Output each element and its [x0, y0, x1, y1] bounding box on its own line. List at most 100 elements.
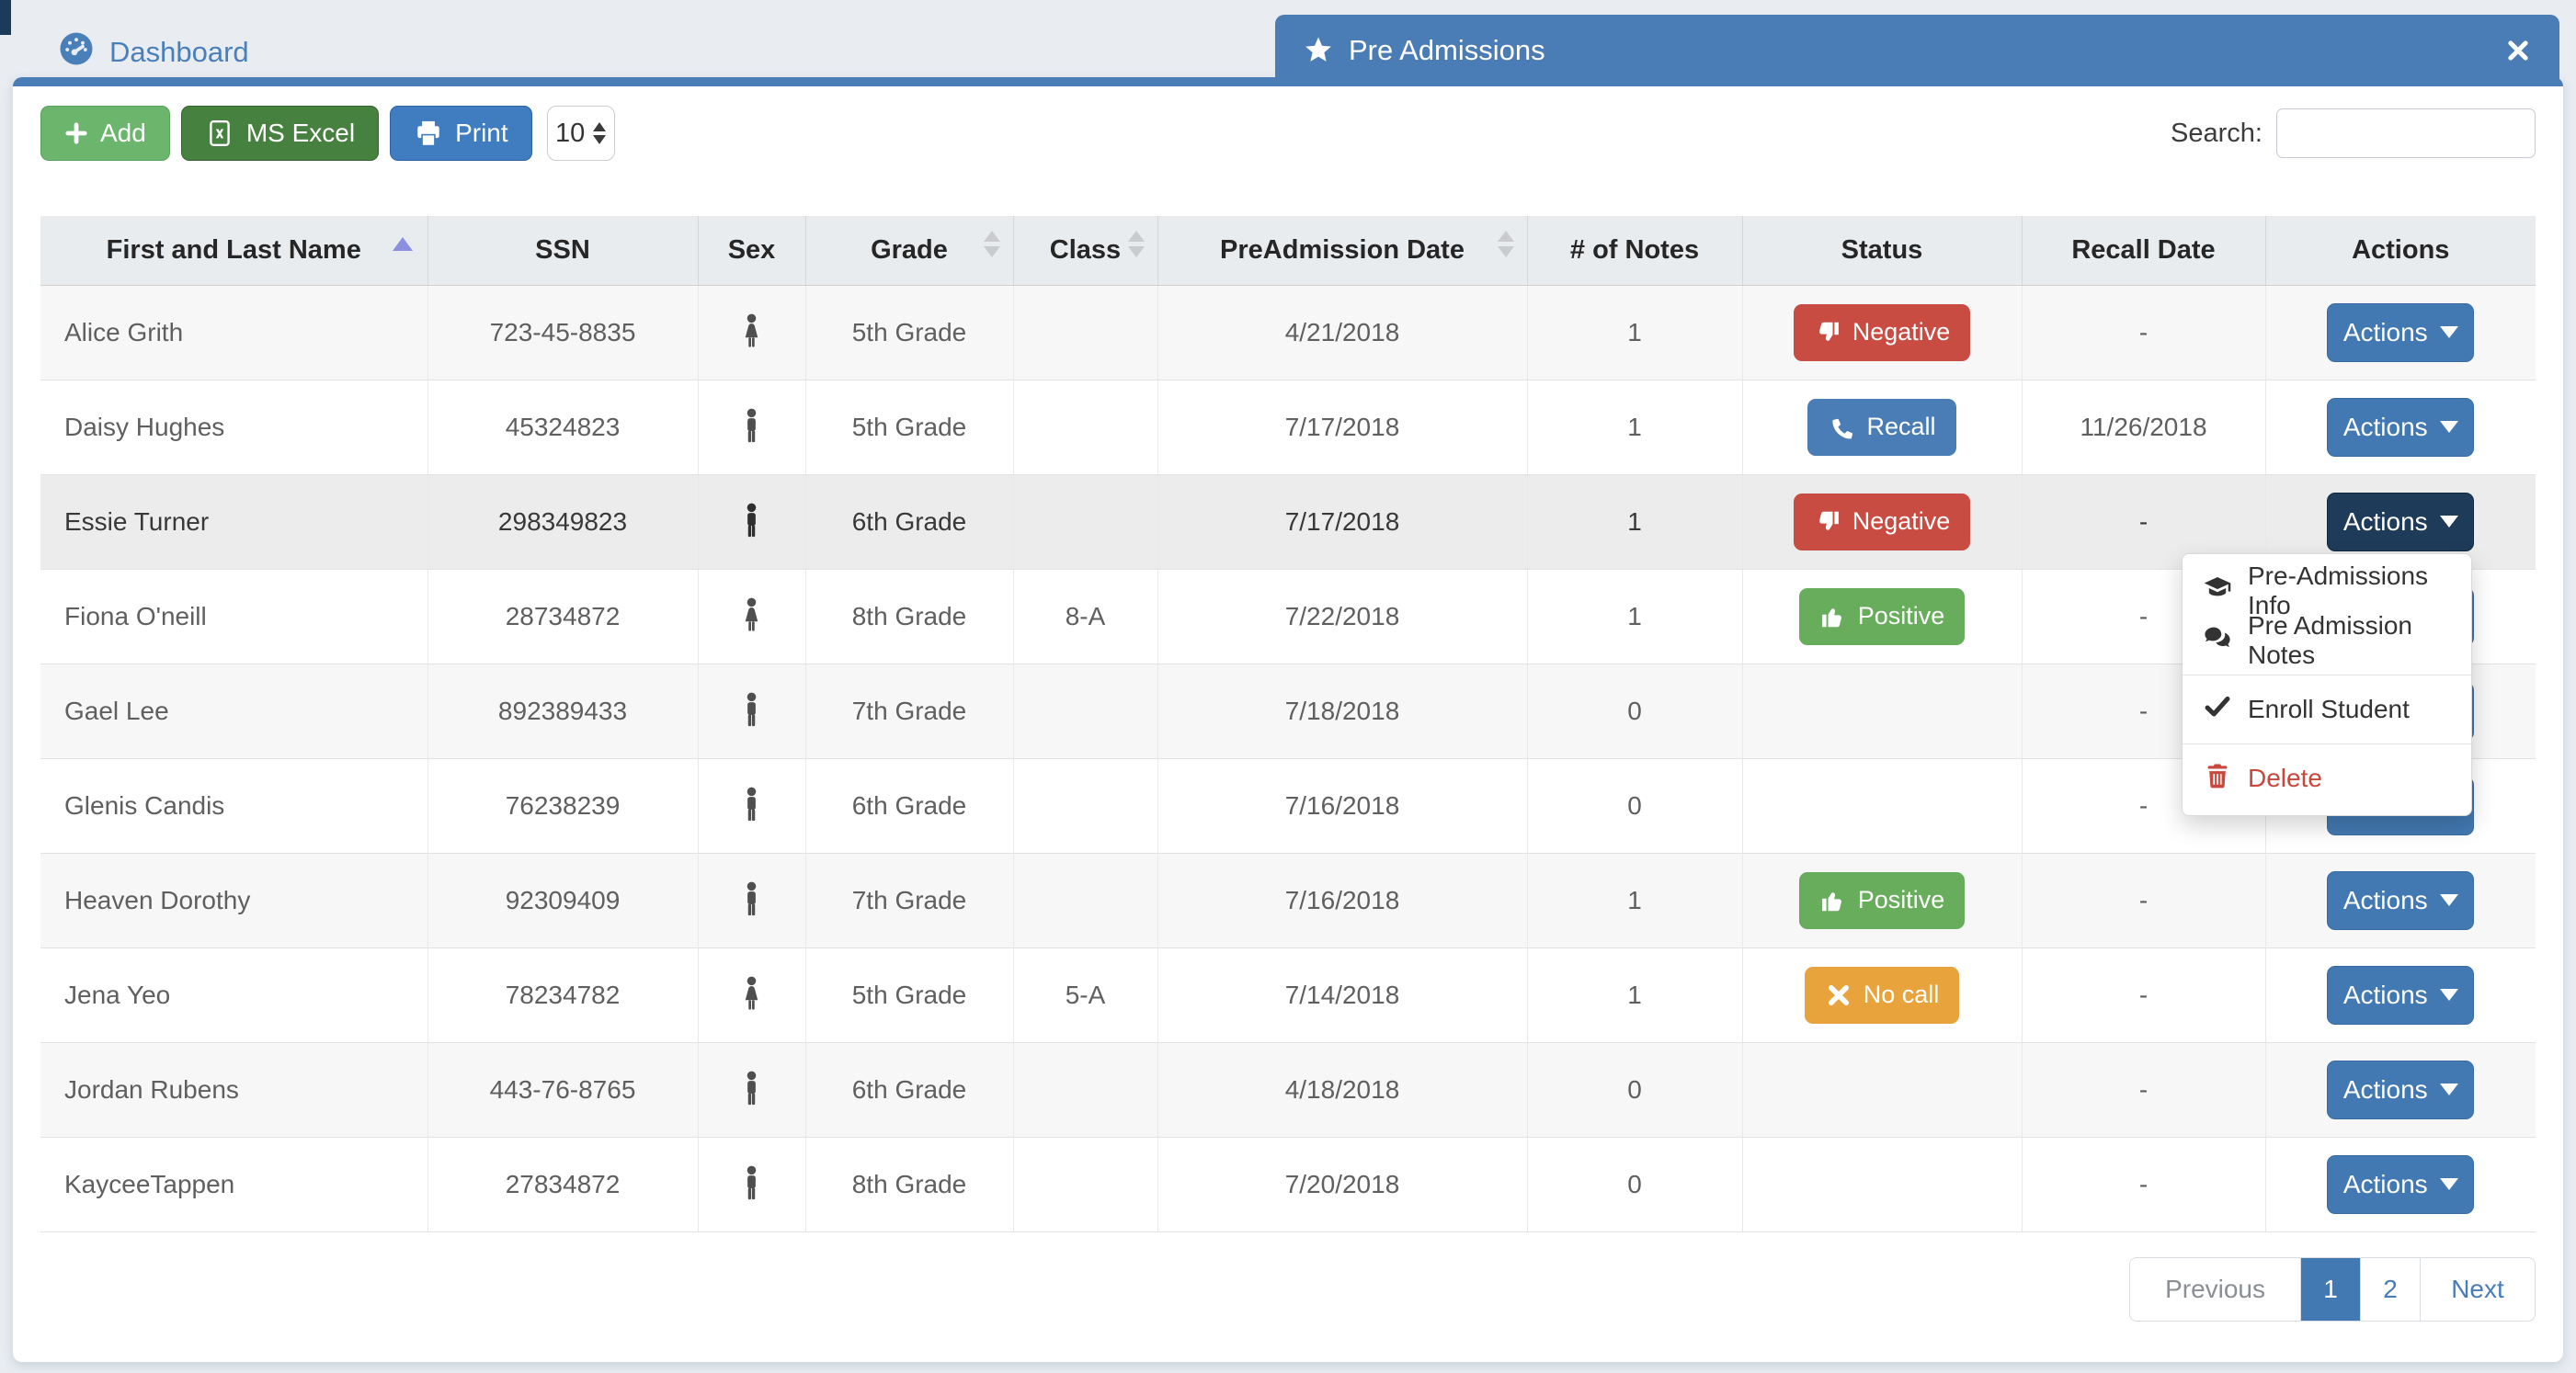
cell-sex	[697, 474, 805, 570]
cell-preadmission-date: 7/17/2018	[1157, 474, 1527, 570]
column-header-of-notes[interactable]: # of Notes	[1526, 216, 1742, 286]
cell-name: Daisy Hughes	[40, 380, 427, 475]
tab-pre-admissions[interactable]: Pre Admissions	[1275, 15, 2559, 86]
column-header-sex[interactable]: Sex	[697, 216, 805, 286]
sort-ascending-icon	[392, 237, 413, 251]
plus-icon	[64, 121, 88, 145]
pre-admissions-panel: Add MS Excel Print 10 Search:	[13, 77, 2563, 1362]
cell-recall-date: -	[2021, 285, 2265, 380]
row-actions-button[interactable]: Actions	[2327, 492, 2475, 551]
menu-item-delete[interactable]: Delete	[2183, 754, 2471, 803]
cell-grade: 8th Grade	[804, 1137, 1013, 1232]
cell-ssn: 443-76-8765	[427, 1042, 698, 1138]
dashboard-icon	[57, 29, 96, 75]
ms-excel-button[interactable]: MS Excel	[180, 106, 380, 161]
cell-notes-count: 1	[1526, 947, 1742, 1043]
sort-icon	[983, 231, 1000, 257]
row-actions-button[interactable]: Actions	[2327, 965, 2475, 1025]
cell-actions: Actions	[2264, 947, 2536, 1043]
column-header-class[interactable]: Class	[1012, 216, 1157, 286]
cell-status	[1741, 1042, 2022, 1138]
female-icon	[740, 597, 763, 631]
pagination-next[interactable]: Next	[2420, 1258, 2535, 1321]
print-button[interactable]: Print	[390, 106, 532, 161]
cell-name: Essie Turner	[40, 474, 427, 570]
row-actions-button[interactable]: Actions	[2327, 397, 2475, 457]
row-actions-button[interactable]: Actions	[2327, 1154, 2475, 1214]
cell-recall-date: 11/26/2018	[2021, 380, 2265, 475]
menu-item-pre-admissions-info[interactable]: Pre-Admissions Info	[2183, 562, 2471, 619]
column-header-ssn[interactable]: SSN	[427, 216, 698, 286]
search-input[interactable]	[2276, 108, 2536, 158]
thumbs-down-icon	[1814, 508, 1841, 536]
stepper-arrows-icon[interactable]	[593, 122, 607, 144]
cell-preadmission-date: 7/18/2018	[1157, 664, 1527, 759]
cell-notes-count: 0	[1526, 664, 1742, 759]
column-header-status[interactable]: Status	[1741, 216, 2022, 286]
caret-down-icon	[2439, 1178, 2458, 1190]
page-size-value: 10	[555, 118, 586, 148]
menu-item-enroll-student[interactable]: Enroll Student	[2183, 685, 2471, 734]
male-icon	[740, 408, 763, 442]
cell-sex	[697, 569, 805, 664]
pagination-page-2[interactable]: 2	[2360, 1258, 2420, 1321]
status-badge-negative: Negative	[1793, 303, 1971, 361]
toolbar: Add MS Excel Print 10 Search:	[40, 105, 2536, 162]
pagination-page-1[interactable]: 1	[2300, 1258, 2360, 1321]
close-tab-icon[interactable]	[2504, 37, 2532, 64]
male-icon	[740, 787, 763, 821]
cell-ssn: 892389433	[427, 664, 698, 759]
menu-item-pre-admission-notes[interactable]: Pre Admission Notes	[2183, 611, 2471, 669]
male-icon	[740, 1071, 763, 1105]
excel-file-icon	[205, 119, 234, 148]
cell-grade: 5th Grade	[804, 947, 1013, 1043]
column-header-preadmission-date[interactable]: PreAdmission Date	[1157, 216, 1527, 286]
cell-notes-count: 0	[1526, 1137, 1742, 1232]
caret-down-icon	[2439, 1084, 2458, 1095]
cell-preadmission-date: 4/21/2018	[1157, 285, 1527, 380]
pagination: Previous 1 2 Next	[2129, 1257, 2536, 1322]
cell-notes-count: 1	[1526, 380, 1742, 475]
column-header-actions[interactable]: Actions	[2264, 216, 2536, 286]
column-header-first-and-last-name[interactable]: First and Last Name	[40, 216, 427, 286]
cell-sex	[697, 285, 805, 380]
ms-excel-button-label: MS Excel	[245, 119, 356, 147]
printer-icon	[414, 119, 443, 148]
table-row: Gael Lee 892389433 7th Grade 7/18/2018 0…	[40, 664, 2536, 759]
cell-recall-date: -	[2021, 1137, 2265, 1232]
cell-status: Negative	[1741, 474, 2022, 570]
row-actions-button[interactable]: Actions	[2327, 1060, 2475, 1119]
actions-dropdown-menu: Pre-Admissions Info Pre Admission Notes …	[2182, 553, 2472, 816]
column-header-recall-date[interactable]: Recall Date	[2021, 216, 2265, 286]
cell-actions: Actions	[2264, 474, 2536, 570]
cell-sex	[697, 380, 805, 475]
row-actions-button[interactable]: Actions	[2327, 302, 2475, 362]
trash-icon	[2203, 761, 2232, 797]
table-header-row: First and Last Name SSN Sex Grade Class PreAd…	[40, 216, 2536, 286]
thumbs-up-icon	[1819, 887, 1847, 914]
add-button[interactable]: Add	[40, 106, 170, 161]
x-mark-icon	[1825, 982, 1852, 1009]
page-size-select[interactable]: 10	[546, 106, 615, 161]
cell-class	[1012, 664, 1157, 759]
table-row: Daisy Hughes 45324823 5th Grade 7/17/201…	[40, 380, 2536, 475]
male-icon	[740, 503, 763, 537]
cell-name: Fiona O'neill	[40, 569, 427, 664]
cell-status: No call	[1741, 947, 2022, 1043]
status-badge-recall: Recall	[1807, 398, 1956, 456]
tab-dashboard[interactable]: Dashboard	[57, 29, 249, 75]
graduation-cap-icon	[2203, 573, 2232, 609]
cell-preadmission-date: 7/14/2018	[1157, 947, 1527, 1043]
search-area: Search:	[2171, 108, 2536, 158]
cell-grade: 6th Grade	[804, 474, 1013, 570]
cell-grade: 7th Grade	[804, 664, 1013, 759]
pagination-previous[interactable]: Previous	[2165, 1275, 2265, 1303]
cell-actions: Actions	[2264, 1042, 2536, 1138]
caret-down-icon	[2439, 989, 2458, 1001]
row-actions-button[interactable]: Actions	[2327, 870, 2475, 930]
cell-preadmission-date: 4/18/2018	[1157, 1042, 1527, 1138]
cell-class: 8-A	[1012, 569, 1157, 664]
cell-name: Jena Yeo	[40, 947, 427, 1043]
column-header-grade[interactable]: Grade	[804, 216, 1013, 286]
